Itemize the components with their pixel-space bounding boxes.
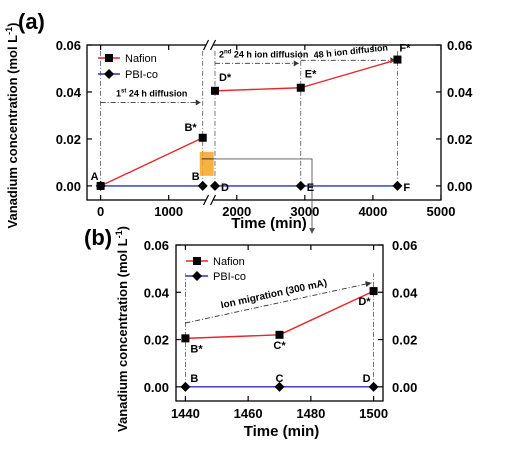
series-line-nafion (185, 334, 280, 340)
plot-frame-b (175, 244, 384, 402)
y-tick-label-a: 0.06 (56, 38, 81, 53)
axis-break-mark (203, 39, 210, 51)
y-tick-label-right-b: 0.00 (392, 380, 417, 395)
migration-arrow-head (365, 281, 372, 288)
data-point-pbi-co (197, 180, 208, 191)
series-line-nafion (214, 87, 301, 92)
axis-break-mask-top (205, 39, 214, 51)
y-tick-label-right-b: 0.06 (392, 238, 417, 253)
data-point-nafion (369, 287, 378, 296)
point-label-b: C* (273, 340, 286, 352)
data-point-pbi-co (180, 381, 191, 392)
legend-marker-pbi-co (104, 69, 114, 79)
y-tick-label-right-b: 0.04 (392, 285, 418, 300)
data-point-pbi-co (368, 381, 379, 392)
data-point-nafion (296, 83, 305, 92)
diffusion-arrow-2-head (293, 60, 299, 67)
data-point-nafion (198, 133, 207, 142)
y-tick-label-a: 0.02 (56, 132, 81, 147)
data-point-pbi-co (295, 180, 306, 191)
legend-marker-nafion (193, 257, 201, 265)
panel-label-b: (b) (84, 225, 112, 250)
axis-break-mask-bottom (205, 194, 214, 206)
data-point-pbi-co (392, 180, 403, 191)
series-line-nafion (100, 137, 204, 187)
axis-break-mark (210, 39, 217, 51)
plot-frame-a (86, 44, 442, 201)
data-point-pbi-co (95, 180, 106, 191)
y-tick-label-right-a: 0.06 (447, 38, 472, 53)
axis-break-mark (203, 194, 210, 206)
x-tick-label-a: 4000 (358, 204, 387, 219)
point-label-a: E* (305, 69, 317, 81)
point-label-b: B* (190, 343, 203, 355)
panel-label-a: (a) (18, 9, 45, 34)
point-label-a: B* (184, 122, 197, 134)
y-tick-label-b: 0.00 (144, 380, 169, 395)
legend-label-b: PBI-co (213, 271, 246, 283)
legend-label-a: PBI-co (125, 69, 158, 81)
x-tick-label-b: 1500 (359, 406, 388, 421)
highlight-box (199, 151, 214, 176)
point-label-a: E (307, 182, 314, 194)
y-tick-label-a: 0.00 (56, 179, 81, 194)
point-label-b: C (276, 373, 284, 385)
y-tick-label-right-a: 0.00 (447, 179, 472, 194)
series-line-nafion (279, 290, 374, 336)
point-label-b: B (190, 373, 198, 385)
legend-label-b: Nafion (213, 256, 245, 268)
legend-marker-nafion (105, 54, 113, 62)
connector-arrow-head (309, 228, 315, 234)
legend-label-a: Nafion (125, 53, 157, 65)
series-line-nafion (300, 58, 398, 89)
y-tick-label-a: 0.04 (56, 85, 82, 100)
point-label-a: B (192, 171, 200, 183)
y-tick-label-b: 0.04 (144, 285, 170, 300)
y-tick-label-b: 0.02 (144, 333, 169, 348)
diffusion-arrow-1-head (195, 99, 201, 106)
y-tick-label-right-a: 0.02 (447, 132, 472, 147)
x-tick-label-b: 1480 (296, 406, 325, 421)
y-tick-label-right-b: 0.02 (392, 333, 417, 348)
legend-marker-pbi-co (192, 271, 202, 281)
data-point-pbi-co (209, 180, 220, 191)
data-point-nafion (275, 330, 284, 339)
migration-arrow (185, 282, 372, 324)
y-tick-label-right-a: 0.04 (447, 85, 473, 100)
annotation-a-1: 1st 24 h diffusion (116, 89, 187, 99)
y-axis-label-b: Vanadium concentration (mol L-1) (114, 226, 130, 432)
point-label-a: D* (219, 72, 232, 84)
x-tick-label-b: 1440 (171, 406, 200, 421)
x-axis-label-b: Time (min) (244, 423, 320, 440)
data-point-nafion (393, 55, 402, 64)
data-point-pbi-co (274, 381, 285, 392)
point-label-a: A (91, 171, 99, 183)
point-label-a: D (221, 182, 229, 194)
x-tick-label-a: 2000 (222, 204, 251, 219)
x-tick-label-a: 5000 (427, 204, 456, 219)
point-label-a: F* (399, 43, 411, 55)
connector-arrow (213, 158, 313, 230)
x-tick-label-a: 1000 (154, 204, 183, 219)
y-tick-label-b: 0.06 (144, 238, 169, 253)
axis-break-mark (210, 194, 217, 206)
annotation-a-2: 2nd 24 h ion diffusion (219, 49, 308, 59)
point-label-b: D (363, 373, 371, 385)
x-tick-label-b: 1460 (234, 406, 263, 421)
y-axis-label-a: Vanadium concentration (mol L-1) (4, 23, 20, 229)
x-tick-label-a: 0 (97, 204, 104, 219)
x-axis-label-a: Time (min) (231, 215, 307, 232)
point-label-a: F (403, 182, 410, 194)
data-point-nafion (210, 86, 219, 95)
point-label-b: D* (358, 296, 371, 308)
data-point-nafion (181, 334, 190, 343)
